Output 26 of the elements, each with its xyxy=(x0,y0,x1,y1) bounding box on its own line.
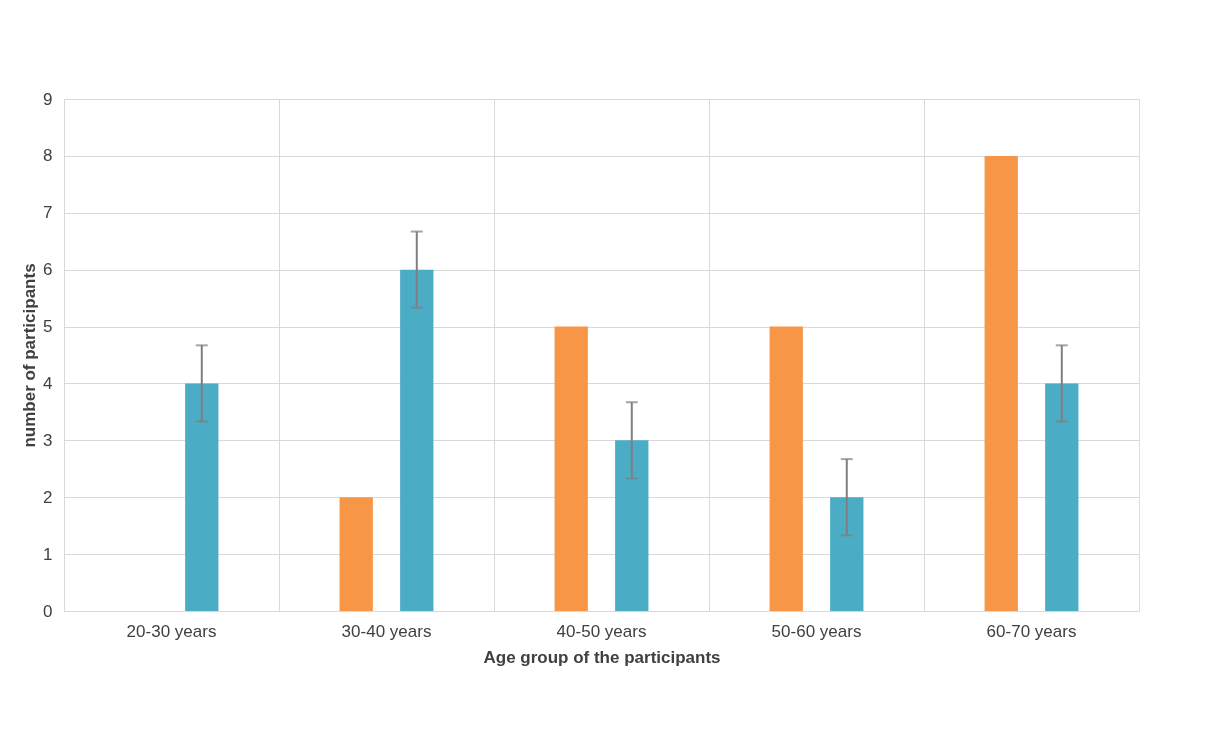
y-tick-label: 7 xyxy=(43,203,53,223)
bar xyxy=(554,326,588,611)
y-tick-label: 9 xyxy=(43,89,53,109)
y-tick-label: 4 xyxy=(43,373,53,393)
bar xyxy=(1045,383,1079,611)
bar xyxy=(984,155,1018,611)
x-tick-label: 30-40 years xyxy=(341,621,432,641)
y-tick-label: 3 xyxy=(43,430,53,450)
y-axis-title: number of participants xyxy=(20,263,40,448)
y-tick-label: 6 xyxy=(43,260,53,280)
y-tick-label: 8 xyxy=(43,146,53,166)
y-tick-label: 5 xyxy=(43,317,53,337)
bar xyxy=(339,497,373,611)
x-tick-label: 20-30 years xyxy=(126,621,217,641)
y-tick-label: 1 xyxy=(43,544,53,564)
x-tick-label: 60-70 years xyxy=(986,621,1077,641)
x-tick-label: 50-60 years xyxy=(771,621,862,641)
y-tick-label: 0 xyxy=(43,601,53,621)
bar xyxy=(615,440,649,611)
x-axis-title: Age group of the participants xyxy=(483,647,721,667)
bar xyxy=(185,383,219,611)
bar xyxy=(769,326,803,611)
bar xyxy=(830,497,864,611)
x-tick-label: 40-50 years xyxy=(556,621,647,641)
y-tick-label: 2 xyxy=(43,487,53,507)
bar xyxy=(400,269,434,611)
